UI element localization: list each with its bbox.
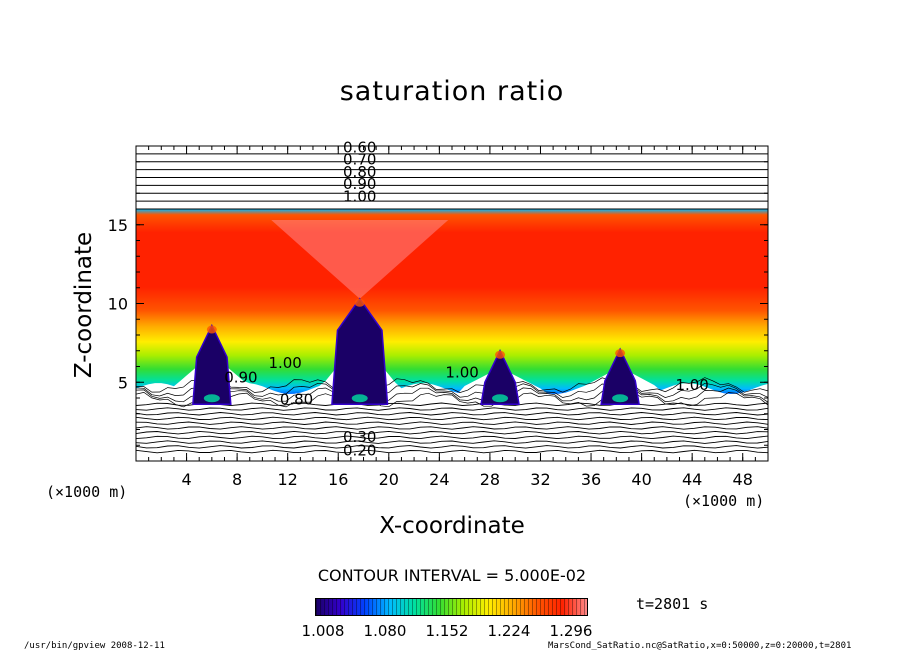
x-axis-label: X-coordinate [379, 513, 525, 539]
lower-contour [136, 421, 768, 425]
x-tick-label: 28 [480, 470, 500, 489]
upper-contour-label: 0.80 [343, 163, 376, 181]
lower-contour-label: 0.20 [343, 441, 376, 459]
colorbar-tick-label: 1.080 [363, 622, 407, 640]
cloud-base-spot [612, 394, 629, 403]
cloud-column [480, 349, 520, 406]
y-tick-label: 10 [108, 295, 128, 314]
upper-contour-label: 0.70 [343, 151, 376, 169]
core-plume [271, 220, 449, 299]
x-tick-label: 32 [530, 470, 550, 489]
dry-contour [136, 392, 768, 408]
colorbar-tick-labels: 1.008 1.080 1.152 1.224 1.296 [300, 622, 593, 640]
chart-title: saturation ratio [339, 76, 565, 107]
dry-contour [136, 387, 768, 403]
contour-lines [136, 146, 768, 454]
colorbar-tick-label: 1.296 [549, 622, 593, 640]
colorbar-tick-label: 1.008 [301, 622, 345, 640]
x-tick-label: 20 [379, 470, 399, 489]
lower-contour [136, 407, 768, 411]
lower-contour [136, 430, 768, 435]
x-tick-label: 8 [232, 470, 242, 489]
cloud-base-spot [203, 394, 220, 403]
dry-contour [136, 382, 768, 398]
inline-contour-label: 1.00 [675, 376, 708, 394]
y-tick-label: 15 [108, 216, 128, 235]
inline-contour-label: 1.00 [268, 354, 301, 372]
inline-contour-label: 0.90 [224, 368, 257, 386]
cloud-column [600, 347, 640, 406]
time-label: t=2801 s [636, 595, 709, 613]
lower-contour [136, 449, 768, 454]
cloud-base-spot [492, 394, 509, 403]
y-axis-label: Z-coordinate [71, 231, 97, 379]
upper-contour-label: 0.90 [343, 175, 376, 193]
upper-contour-label: 0.60 [343, 138, 376, 156]
moist-layer [136, 209, 768, 405]
inline-contour-label: 1.00 [445, 364, 478, 382]
lower-contour [136, 412, 768, 416]
dry-contour [136, 377, 768, 394]
x-tick-label: 48 [733, 470, 753, 489]
inline-contour-label: 0.80 [280, 390, 313, 408]
y-tick-label: 5 [118, 373, 128, 392]
colorbar-tick-label: 1.152 [425, 622, 469, 640]
cloud-column [192, 323, 232, 406]
contour-interval-label: CONTOUR INTERVAL = 5.000E-02 [317, 566, 587, 585]
lower-contour [136, 445, 768, 449]
upper-contour-label: 1.00 [343, 187, 376, 205]
lower-contour [136, 440, 768, 444]
footer-source: MarsCond_SatRatio.nc@SatRatio,x=0:50000,… [548, 641, 852, 651]
cloud-columns [192, 297, 640, 406]
x-tick-label: 36 [581, 470, 601, 489]
cloud-top-halo [615, 349, 626, 358]
x-unit-label-right: (×1000 m) [683, 492, 765, 510]
x-tick-label: 24 [429, 470, 449, 489]
saturation-field [136, 209, 768, 461]
cloud-column [331, 297, 389, 406]
footer-command: /usr/bin/gpview 2008-12-11 [24, 641, 165, 651]
lower-contour [136, 402, 768, 407]
lower-contour [136, 416, 768, 421]
x-tick-label: 12 [278, 470, 298, 489]
contour-labels: 0.600.700.800.901.000.300.201.000.900.80… [224, 138, 709, 459]
cloud-base-spot [351, 394, 368, 403]
x-tick-label: 16 [328, 470, 348, 489]
x-tick-label: 40 [631, 470, 651, 489]
colorbar [315, 598, 588, 616]
colorbar-tick-label: 1.224 [487, 622, 531, 640]
x-tick-label: 4 [181, 470, 191, 489]
cloud-top-halo [354, 298, 365, 307]
x-tick-label: 44 [682, 470, 702, 489]
lower-contour [136, 426, 768, 430]
cloud-top-halo [206, 325, 217, 334]
lower-contour-label: 0.30 [343, 428, 376, 446]
lower-contour [136, 435, 768, 440]
cloud-top-halo [495, 350, 506, 359]
x-unit-label-left: (×1000 m) [46, 483, 128, 501]
